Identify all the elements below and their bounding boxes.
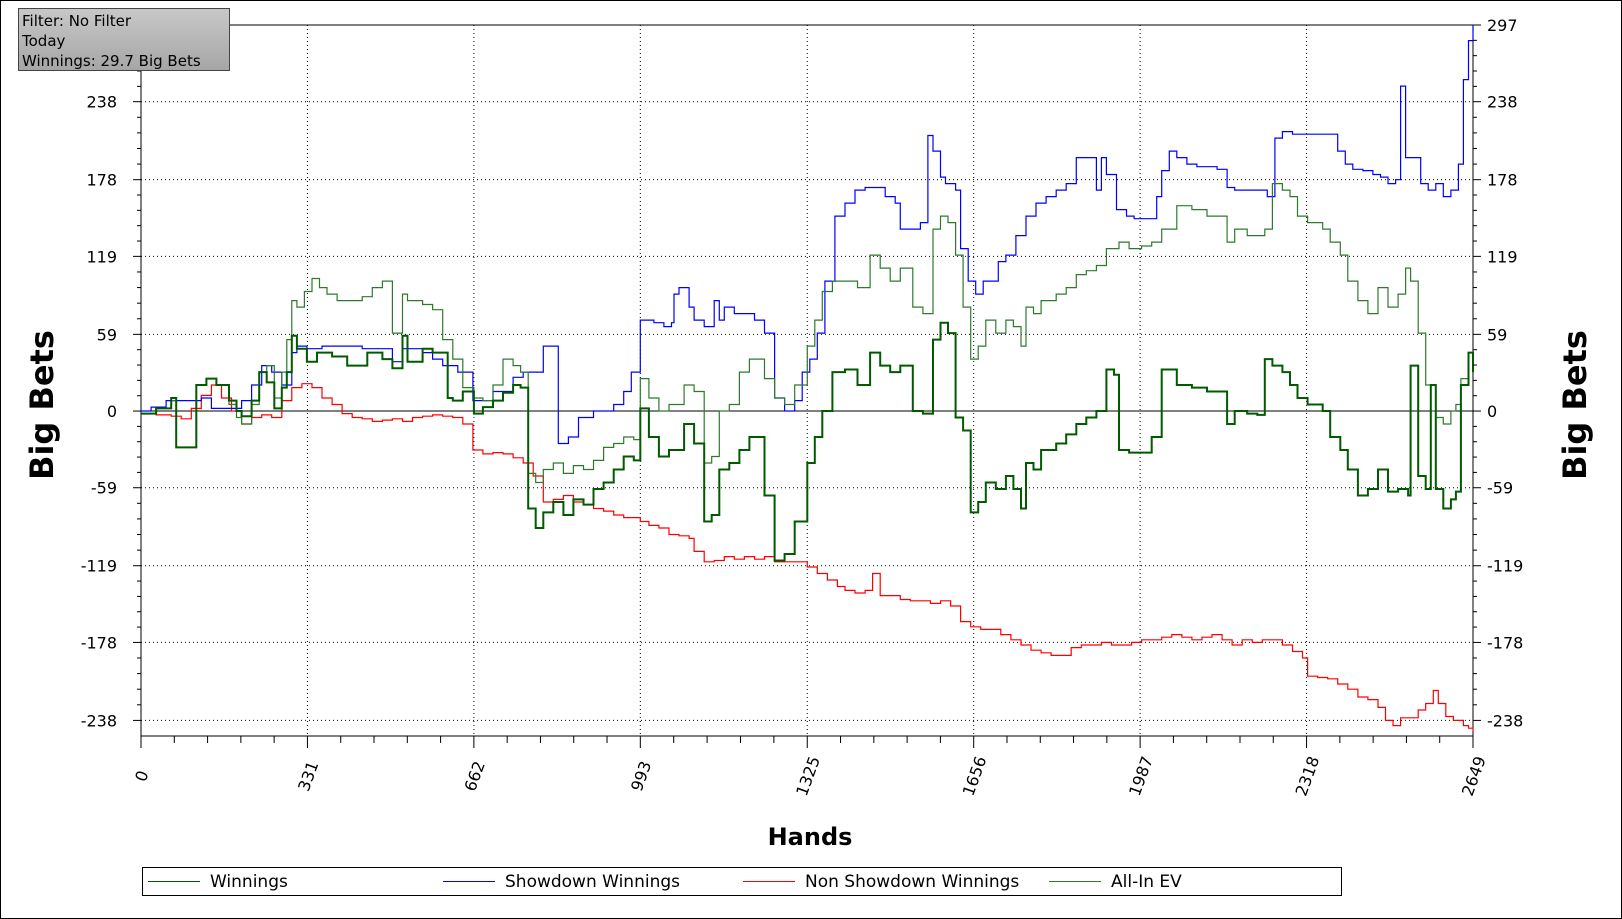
- y-tick-label-right-4: 0: [1487, 402, 1497, 421]
- legend: Winnings Showdown Winnings Non Showdown …: [142, 867, 1342, 896]
- y-axis-left: -238 -178 -119 -59 0 59 119 178 238: [81, 24, 141, 730]
- x-tick-label-7: 2318: [1292, 754, 1324, 799]
- grid: [141, 25, 1473, 736]
- y-tick-label-right-1: -178: [1487, 633, 1523, 652]
- x-tick-label-8: 2649: [1458, 754, 1490, 799]
- filter-text: Filter: No Filter: [22, 12, 132, 30]
- legend-label-non-showdown: Non Showdown Winnings: [805, 871, 1020, 892]
- y-axis-title-right: Big Bets: [1556, 330, 1594, 480]
- winnings-text: Winnings: 29.7 Big Bets: [22, 52, 201, 70]
- y-tick-label-left-1: -178: [81, 633, 117, 652]
- y-tick-label-right-7: 178: [1487, 171, 1518, 190]
- x-tick-label-2: 662: [461, 759, 489, 794]
- y-tick-label-right-6: 119: [1487, 247, 1518, 266]
- legend-label-showdown: Showdown Winnings: [505, 871, 680, 892]
- y-tick-label-left-7: 178: [86, 171, 117, 190]
- legend-swatch-showdown: [443, 881, 495, 882]
- legend-label-winnings: Winnings: [210, 871, 288, 892]
- y-tick-label-right-0: -238: [1487, 711, 1523, 730]
- series-line-all-in-ev: [141, 183, 1474, 484]
- legend-item-non-showdown: Non Showdown Winnings: [743, 868, 1019, 895]
- y-axis-title-left: Big Bets: [23, 330, 61, 480]
- y-tick-label-right-9: 297: [1487, 16, 1518, 35]
- y-axis-right: -238 -178 -119 -59 0 59 119 178 238 297: [1473, 16, 1523, 730]
- y-tick-label-left-5: 59: [97, 325, 117, 344]
- x-tick-label-3: 993: [627, 759, 655, 794]
- legend-item-allin-ev: All-In EV: [1049, 868, 1182, 895]
- y-tick-label-right-8: 238: [1487, 93, 1518, 112]
- y-tick-label-right-3: -59: [1487, 479, 1513, 498]
- x-tick-label-1: 331: [294, 759, 322, 794]
- period-text: Today: [22, 32, 66, 50]
- y-tick-label-left-2: -119: [81, 557, 117, 576]
- series-line-winnings: [141, 321, 1474, 562]
- x-tick-label-4: 1325: [792, 754, 824, 799]
- series-group: [141, 25, 1474, 731]
- y-tick-label-left-3: -59: [91, 479, 117, 498]
- legend-swatch-non-showdown: [743, 881, 795, 882]
- y-tick-label-left-6: 119: [86, 247, 117, 266]
- y-tick-label-left-4: 0: [107, 402, 117, 421]
- legend-swatch-allin-ev: [1049, 881, 1101, 882]
- info-box: Filter: No Filter Today Winnings: 29.7 B…: [18, 8, 230, 71]
- y-tick-label-right-2: -119: [1487, 557, 1523, 576]
- series-line-showdown-winnings: [141, 25, 1474, 445]
- y-tick-label-left-8: 238: [86, 93, 117, 112]
- x-tick-label-6: 1987: [1125, 754, 1157, 799]
- x-tick-label-5: 1656: [959, 754, 991, 799]
- legend-item-winnings: Winnings: [148, 868, 288, 895]
- y-tick-label-left-0: -238: [81, 711, 117, 730]
- x-axis-title: Hands: [768, 823, 853, 851]
- x-tick-label-0: 0: [131, 768, 152, 784]
- x-axis: 0 331 662 993 1325 1656 1987 2318 2649: [131, 736, 1490, 798]
- y-tick-label-right-5: 59: [1487, 325, 1507, 344]
- series-line-non-showdown-winnings: [141, 383, 1474, 731]
- legend-item-showdown: Showdown Winnings: [443, 868, 680, 895]
- legend-label-allin-ev: All-In EV: [1111, 871, 1182, 892]
- legend-swatch-winnings: [148, 881, 200, 882]
